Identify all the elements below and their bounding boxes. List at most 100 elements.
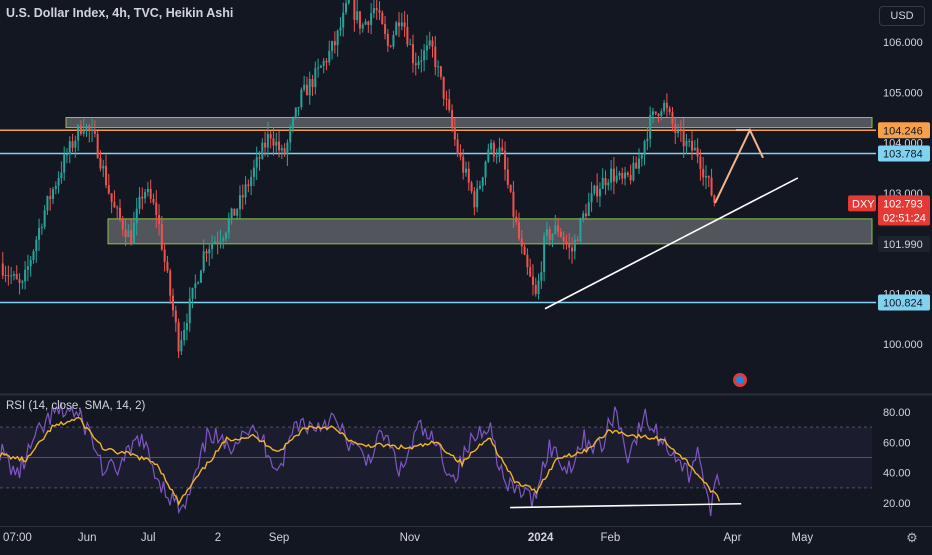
candle-body (529, 267, 532, 277)
rsi-ma-line (0, 416, 721, 507)
level-label-100824: 100.824 (883, 298, 923, 310)
candle-body (713, 195, 716, 203)
candle-body (236, 209, 239, 216)
candle-body (99, 157, 102, 169)
candle-body (258, 157, 261, 159)
time-tick-label: Jun (78, 532, 97, 544)
candle-body (584, 213, 587, 217)
candle-body (406, 26, 409, 45)
candle-body (308, 79, 311, 96)
candle-body (596, 185, 599, 197)
candle-body (241, 195, 244, 198)
candle-body (420, 60, 423, 62)
candle-body (105, 165, 108, 186)
candle-body (88, 125, 91, 131)
candle-body (155, 202, 158, 216)
candle-body (275, 141, 278, 146)
currency-button[interactable]: USD (879, 6, 925, 26)
candle-body (32, 251, 35, 261)
candle-body (303, 84, 306, 90)
candle-body (414, 63, 417, 66)
candle-body (52, 188, 55, 200)
candle-body (431, 40, 434, 47)
candle-body (77, 125, 80, 141)
candle-body (149, 188, 152, 199)
candle-body (35, 239, 38, 252)
candle-body (367, 21, 370, 25)
candle-body (255, 157, 258, 168)
candle-body (707, 176, 710, 178)
candle-body (185, 323, 188, 330)
candle-body (127, 230, 130, 238)
candle-body (205, 251, 208, 254)
candle-body (40, 226, 43, 228)
candle-body (116, 207, 119, 209)
candle-body (425, 45, 428, 51)
candle-body (60, 172, 63, 178)
candle-body (665, 102, 668, 109)
candle-body (621, 172, 624, 179)
candle-body (118, 207, 121, 219)
candle-body (453, 127, 456, 140)
candle-body (107, 185, 110, 194)
candle-body (361, 24, 364, 29)
candle-body (478, 185, 481, 189)
candle-body (325, 60, 328, 63)
candle-body (172, 295, 175, 311)
candle-body (364, 21, 367, 25)
candle-body (456, 139, 459, 155)
candle-body (590, 193, 593, 203)
rsi-tick-label: 60.00 (883, 437, 911, 449)
resistance-zone (65, 117, 873, 129)
candle-body (384, 23, 387, 34)
candle-body (400, 22, 403, 27)
rsi-trendline (510, 502, 742, 509)
price-tick-label: 100.000 (883, 339, 923, 351)
candle-body (280, 148, 283, 151)
candle-body (71, 141, 74, 148)
candle-body (63, 154, 66, 173)
candle-body (358, 11, 361, 29)
symbol-badge-bg (848, 195, 876, 212)
level-label-103784-bg (878, 145, 930, 162)
candle-body (347, 0, 350, 4)
candle-body (487, 149, 490, 162)
price-trendline (544, 177, 799, 310)
candle-body (699, 156, 702, 170)
candle-body (386, 33, 389, 46)
candle-body (515, 216, 518, 223)
candle-body (356, 11, 359, 20)
candle-body (1, 263, 4, 276)
candle-body (481, 177, 484, 186)
candle-body (252, 167, 255, 177)
candle-body (300, 89, 303, 108)
candle-body (702, 169, 705, 178)
candle-body (473, 191, 476, 208)
candle-body (518, 222, 521, 239)
zone-label-bottom-bg (878, 235, 930, 252)
candle-body (199, 270, 202, 283)
gear-icon[interactable]: ⚙ (906, 530, 918, 545)
candle-body (202, 251, 205, 271)
candle-body (322, 60, 325, 66)
candle-body (375, 8, 378, 11)
candle-body (54, 185, 57, 189)
candle-body (409, 44, 412, 46)
candle-body (96, 133, 99, 158)
candle-body (82, 131, 85, 134)
candle-body (238, 195, 241, 210)
candle-body (557, 225, 560, 232)
candle-body (152, 198, 155, 203)
candle-body (573, 239, 576, 252)
candle-body (46, 196, 49, 211)
candle-body (278, 141, 281, 151)
candle-body (132, 222, 135, 244)
candle-body (710, 177, 713, 196)
candle-body (571, 247, 574, 252)
candle-body (512, 191, 515, 217)
candle-body (660, 111, 663, 117)
candle-body (540, 272, 543, 281)
time-tick-label: 07:00 (3, 532, 32, 544)
